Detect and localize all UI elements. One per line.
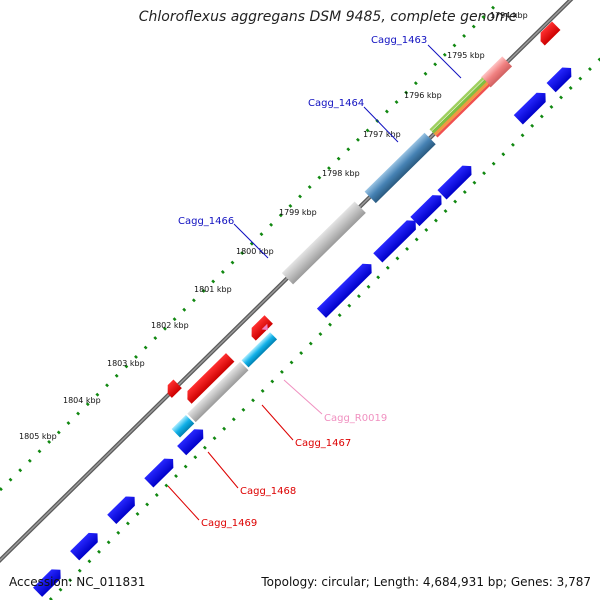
gene-label: Cagg_1466	[178, 216, 234, 227]
grey-gene-feature	[187, 361, 249, 423]
grey-gene-feature	[281, 201, 366, 285]
multicolor-gene-feature	[431, 79, 487, 134]
pink-gene-feature	[480, 56, 513, 88]
multicolor-gene-feature	[435, 83, 491, 138]
forward-gene-arrow	[33, 569, 61, 597]
kbp-label: 1805 kbp	[19, 432, 57, 441]
forward-gene-arrow	[144, 458, 174, 488]
forward-gene-arrow	[437, 165, 472, 200]
gene-label: Cagg_1463	[371, 35, 427, 46]
steelblue-gene-feature	[364, 132, 436, 204]
kbp-label: 1801 kbp	[194, 285, 232, 294]
outer-tick-track	[0, 0, 504, 492]
genome-title: Chloroflexus aggregans DSM 9485, complet…	[138, 9, 518, 25]
kbp-label: 1795 kbp	[447, 51, 485, 60]
kbp-label: 1798 kbp	[322, 169, 360, 178]
gene-labels: Cagg_1463 Cagg_1464 Cagg_1466 Cagg_R0019…	[178, 35, 427, 529]
kbp-labels: 1794 kbp 1795 kbp 1796 kbp 1797 kbp 1798…	[19, 11, 528, 441]
gene-label: Cagg_1467	[295, 438, 351, 449]
forward-gene-arrow	[410, 195, 442, 227]
forward-gene-arrow	[107, 496, 135, 524]
gene-label: Cagg_1464	[308, 98, 364, 109]
reverse-gene-arrow	[251, 315, 273, 341]
reverse-gene-arrow	[167, 379, 182, 398]
kbp-label: 1796 kbp	[404, 91, 442, 100]
reverse-gene-arrow	[187, 353, 235, 404]
multicolor-gene-feature	[433, 81, 489, 136]
forward-gene-arrow	[373, 220, 416, 263]
gene-features	[33, 21, 572, 597]
forward-gene-arrow	[513, 92, 546, 125]
forward-gene-arrow	[70, 532, 98, 561]
forward-gene-arrow	[177, 429, 204, 456]
kbp-label: 1799 kbp	[279, 208, 317, 217]
kbp-label: 1803 kbp	[107, 359, 145, 368]
genome-summary-text: Topology: circular; Length: 4,684,931 bp…	[261, 575, 591, 589]
gene-label: Cagg_1468	[240, 486, 296, 497]
accession-text: Accession: NC_011831	[9, 575, 146, 589]
label-leader-lines	[167, 44, 462, 521]
gene-label: Cagg_1469	[201, 518, 257, 529]
multicolor-gene-feature	[429, 77, 485, 132]
kbp-label: 1794 kbp	[490, 11, 528, 20]
gene-label: Cagg_R0019	[324, 413, 387, 424]
genome-backbone	[0, 0, 574, 563]
kbp-label: 1797 kbp	[363, 130, 401, 139]
cyan-gene-feature	[171, 414, 195, 438]
cyan-gene-feature	[241, 332, 278, 368]
kbp-label: 1802 kbp	[151, 321, 189, 330]
forward-gene-arrow	[546, 67, 572, 93]
kbp-label: 1804 kbp	[63, 396, 101, 405]
inner-tick-track	[48, 57, 600, 600]
forward-gene-arrow	[316, 263, 372, 318]
kbp-label: 1800 kbp	[236, 247, 274, 256]
reverse-gene-arrow	[540, 21, 561, 46]
rna-marker	[261, 323, 268, 331]
